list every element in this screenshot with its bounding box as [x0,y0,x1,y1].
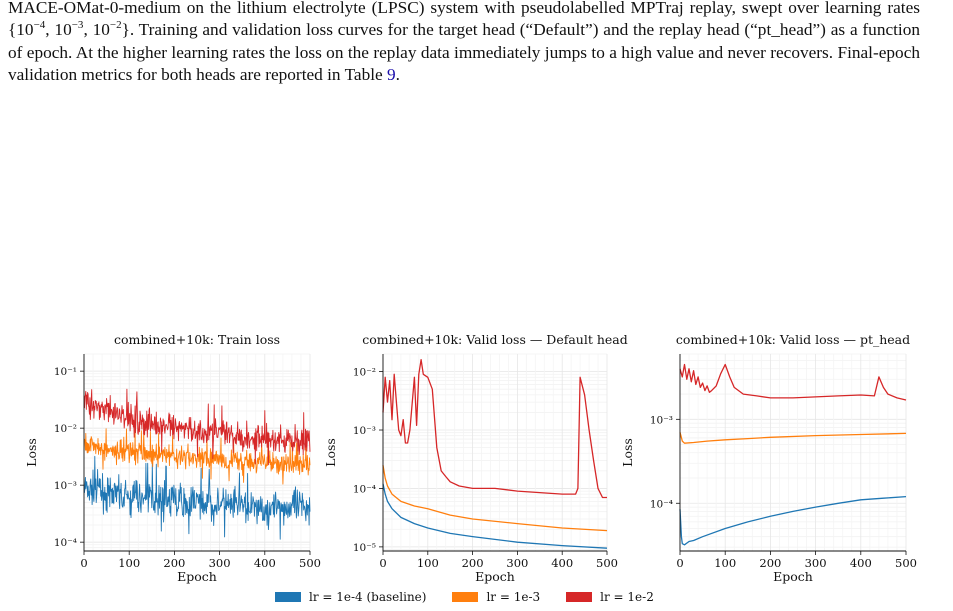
series-line-lr-1e-4 [679,495,907,546]
x-tick-label: 500 [895,556,917,570]
legend-swatch-lr-1e-3 [452,592,479,602]
y-tick-label: 10⁻² [353,367,376,379]
table-reference-link[interactable]: 9 [387,65,396,85]
x-tick-label: 300 [506,556,528,570]
y-tick-label: 10⁻³ [650,414,673,426]
y-tick-label: 10⁻⁴ [54,537,77,549]
caption-line5-post: . [395,65,400,85]
x-tick-label: 200 [163,556,185,570]
legend-label-lr-1e-2: lr = 1e-2 [600,590,654,604]
legend-swatch-lr-1e-2 [566,592,593,602]
x-tick-label: 300 [209,556,231,570]
lr-exp-3: −2 [109,19,122,32]
y-tick-label: 10⁻³ [54,480,77,492]
x-tick-label: 400 [254,556,276,570]
x-tick-label: 100 [118,556,140,570]
lr-exp-1: −4 [33,19,46,32]
y-tick-label: 10⁻³ [353,425,376,437]
lr-exp-2: −3 [71,19,84,32]
x-tick-label: 0 [676,556,683,570]
series-line-lr-1e-2 [679,363,907,401]
x-axis-label: Epoch [475,569,515,584]
series-line-lr-1e-3 [382,465,608,532]
caption-line5-pre: are reported in Table [239,65,388,85]
x-tick-label: 100 [417,556,439,570]
y-tick-label: 10⁻² [54,423,77,435]
figure-legend: lr = 1e-4 (baseline) lr = 1e-3 lr = 1e-2 [275,589,654,605]
legend-label-lr-1e-3: lr = 1e-3 [486,590,541,604]
y-axis-label: Loss [620,438,635,467]
x-axis-label: Epoch [177,569,217,584]
x-tick-label: 400 [850,556,872,570]
series-line-lr-1e-3 [679,432,907,444]
legend-swatch-lr-1e-4 [275,592,301,602]
x-tick-label: 400 [551,556,573,570]
legend-label-lr-1e-4: lr = 1e-4 (baseline) [309,590,427,604]
series-line-lr-1e-4 [84,455,311,540]
series-line-lr-1e-3 [84,428,311,485]
x-tick-label: 100 [714,556,736,570]
y-axis-label: Loss [24,438,39,467]
series-line-lr-1e-2 [84,388,311,466]
caption-line2-pre: over learning rates {10 [8,0,920,40]
x-tick-label: 500 [299,556,321,570]
caption-line1: MACE-OMat-0-medium on the lithium electr… [8,0,783,17]
x-tick-label: 500 [596,556,618,570]
legend-item-lr-1e-2: lr = 1e-2 [566,589,654,605]
series-line-lr-1e-4 [382,483,608,549]
y-tick-label: 10⁻¹ [54,366,77,378]
y-tick-label: 10⁻⁵ [353,542,376,554]
legend-item-lr-1e-4: lr = 1e-4 (baseline) [275,589,426,605]
x-axis-label: Epoch [773,569,813,584]
panel-title: combined+10k: Valid loss — pt_head [676,332,910,347]
panel-title: combined+10k: Train loss [114,332,280,347]
panel-title: combined+10k: Valid loss — Default head [362,332,628,347]
x-tick-label: 0 [80,556,87,570]
y-axis-label: Loss [323,438,338,467]
series-line-lr-1e-2 [382,359,607,499]
caption-line3: and the replay head (“pt_head”) as a fun… [8,20,921,62]
caption-line2-post: }. Training and validation loss curves f… [121,20,599,40]
x-tick-label: 200 [759,556,781,570]
legend-item-lr-1e-3: lr = 1e-3 [452,589,540,605]
figure-caption: MACE-OMat-0-medium on the lithium electr… [8,0,921,85]
x-tick-label: 200 [462,556,484,570]
y-tick-label: 10⁻⁴ [650,498,673,510]
caption-line4: data immediately jumps to a high value a… [8,42,920,85]
x-tick-label: 300 [805,556,827,570]
x-tick-label: 0 [379,556,386,570]
y-tick-label: 10⁻⁴ [353,483,376,495]
